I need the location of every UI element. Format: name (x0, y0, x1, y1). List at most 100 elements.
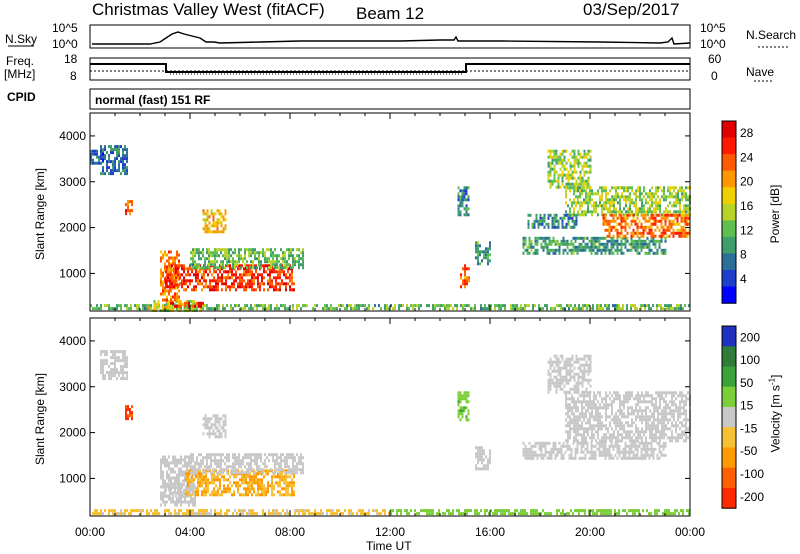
power-cell (161, 306, 164, 309)
velocity-cell (273, 493, 275, 497)
velocity-cell (563, 366, 566, 370)
power-cell (681, 210, 683, 214)
velocity-cell (169, 489, 171, 492)
velocity-cell (208, 426, 211, 430)
power-cell (296, 248, 298, 252)
velocity-cell (177, 486, 179, 489)
power-cell (660, 234, 663, 238)
power-cell (569, 173, 572, 177)
velocity-cell (208, 456, 210, 460)
power-cell (219, 270, 221, 274)
velocity-cell (174, 455, 176, 459)
power-cell (587, 170, 590, 174)
power-cell (684, 228, 687, 232)
velocity-cell (579, 415, 581, 419)
velocity-cell (628, 453, 631, 457)
power-cell (160, 268, 162, 272)
power-cell (569, 182, 572, 186)
power-cell (608, 248, 611, 252)
power-cell (346, 307, 348, 311)
power-cell (561, 182, 564, 186)
velocity-cell (291, 481, 293, 485)
power-cell (571, 186, 573, 190)
power-cell (98, 158, 100, 162)
velocity-cell (646, 441, 649, 445)
power-cell (618, 222, 621, 226)
power-cell (589, 210, 591, 214)
power-cell (577, 198, 579, 202)
power-cell (234, 251, 236, 255)
velocity-cell (189, 492, 191, 495)
power-cell (189, 267, 191, 271)
velocity-cell (477, 461, 479, 465)
power-cell (604, 219, 607, 223)
power-cell (239, 279, 241, 283)
power-cell (642, 228, 645, 232)
velocity-cell (627, 394, 629, 398)
power-cell (245, 282, 247, 286)
velocity-cell (573, 390, 576, 394)
velocity-cell (524, 456, 527, 460)
velocity-cell (639, 400, 641, 404)
power-cell (167, 300, 170, 303)
velocity-cell (362, 509, 364, 513)
power-cell (463, 189, 466, 193)
velocity-cell (218, 420, 221, 424)
power-cell (610, 242, 613, 246)
power-cell (283, 270, 285, 274)
velocity-cell (609, 403, 611, 407)
power-cell (639, 198, 641, 202)
velocity-cell (202, 462, 204, 466)
power-cell (666, 225, 669, 229)
power-cell (251, 276, 253, 280)
power-cell (651, 198, 653, 202)
power-cell (606, 234, 609, 238)
power-cell (574, 248, 577, 252)
velocity-cell (430, 509, 432, 513)
velocity-cell (640, 441, 643, 445)
velocity-cell (388, 512, 390, 516)
power-cell (127, 200, 129, 204)
power-cell (234, 304, 236, 308)
power-cell (245, 273, 247, 277)
power-cell (599, 198, 601, 202)
power-cell (114, 163, 116, 167)
power-cell (585, 213, 587, 217)
velocity-cell (174, 464, 176, 468)
velocity-cell (178, 500, 180, 504)
power-cell (188, 304, 190, 308)
power-cell (572, 245, 575, 249)
power-cell (659, 201, 661, 205)
power-cell (602, 213, 605, 217)
power-cell (543, 216, 546, 220)
velocity-cell (562, 453, 565, 457)
velocity-cell (591, 439, 593, 443)
velocity-cell (618, 512, 620, 516)
velocity-cell (553, 354, 556, 358)
power-cell (573, 176, 576, 180)
power-cell (215, 279, 217, 283)
power-cell (274, 248, 276, 252)
power-cell (636, 248, 639, 252)
power-cell (241, 264, 243, 268)
power-cell (575, 204, 577, 208)
velocity-cell (577, 397, 579, 401)
velocity-cell (555, 381, 558, 385)
velocity-cell (216, 417, 219, 421)
power-cell (354, 304, 356, 308)
power-cell (650, 248, 653, 252)
power-cell (275, 276, 277, 280)
velocity-cell (639, 436, 641, 440)
power-cell (124, 304, 126, 308)
power-cell (571, 201, 573, 205)
velocity-cell (589, 394, 591, 398)
power-cell (684, 219, 687, 223)
velocity-cell (623, 400, 625, 404)
power-cell (272, 251, 274, 255)
power-cell (172, 259, 174, 263)
power-cell (195, 276, 197, 280)
power-cell (286, 263, 288, 267)
velocity-cell (636, 456, 639, 460)
velocity-cell (220, 512, 222, 516)
velocity-cell (174, 503, 176, 507)
